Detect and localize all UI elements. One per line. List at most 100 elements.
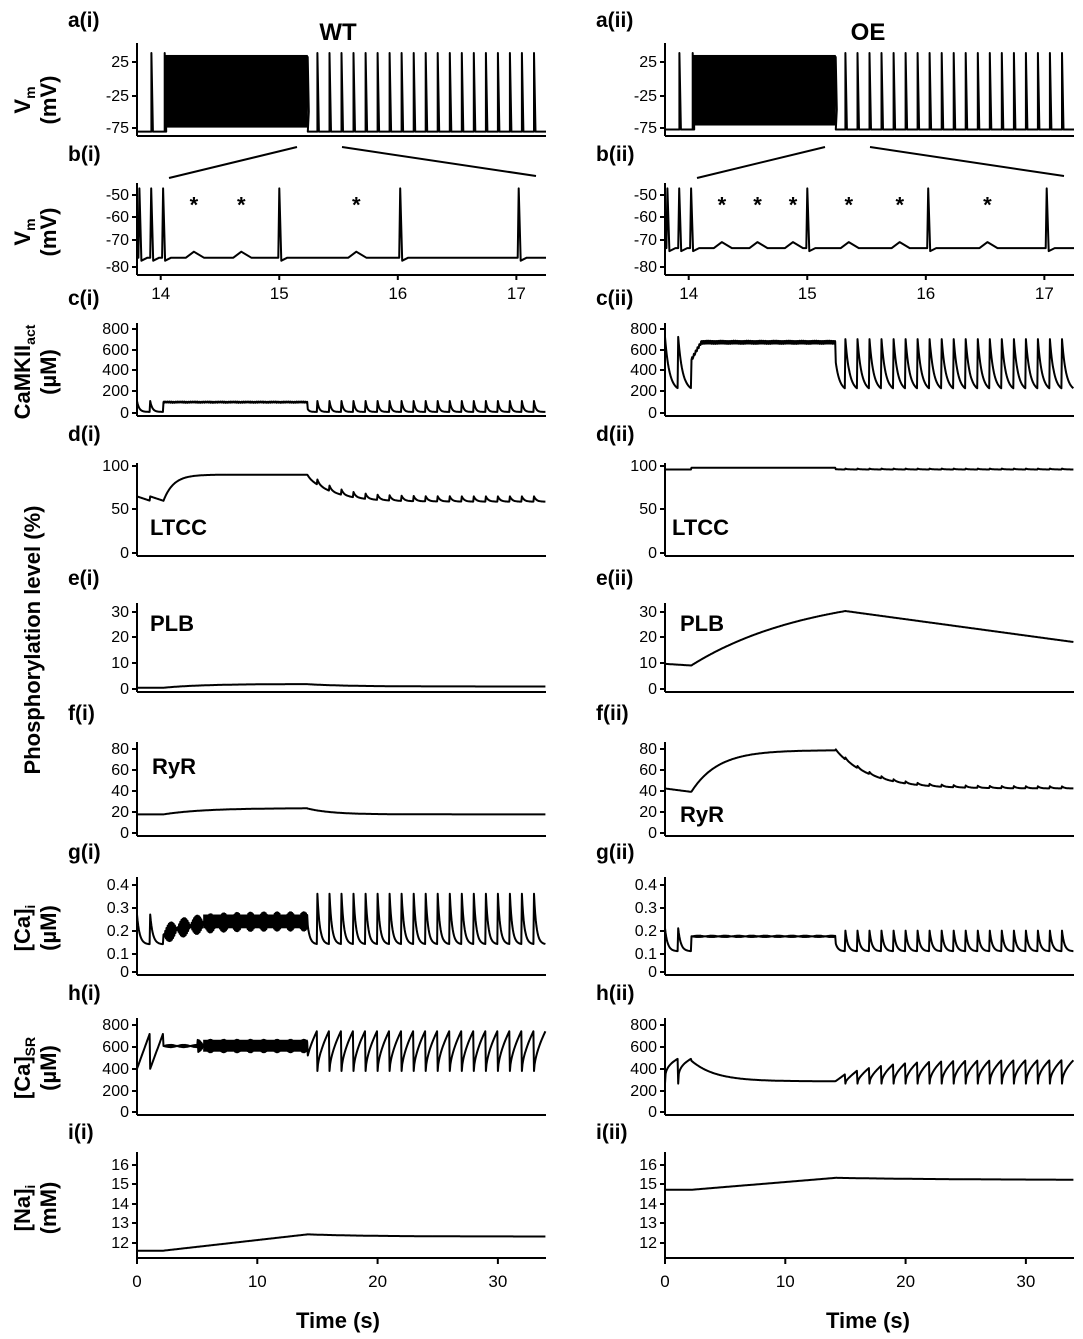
axes-i-i: 16 15 14 13 12 (111, 1152, 546, 1259)
burst-block-i (164, 54, 308, 128)
panel-label-a-ii: a(ii) (596, 9, 633, 32)
x-tick-label: 14 (151, 284, 170, 303)
y-tick-label: 600 (630, 1039, 657, 1056)
series-f-i (136, 807, 546, 816)
axes-f-i: 80 60 40 20 0 (111, 741, 546, 842)
x-tick-label: 20 (368, 1272, 387, 1291)
ylabel-camkii-unit: (µM) (36, 349, 61, 395)
y-tick-label: 0 (120, 681, 129, 698)
dad-marker-star: * (237, 192, 246, 217)
ylabel-nai: [Na]i (10, 1185, 38, 1232)
y-tick-label: 15 (639, 1176, 657, 1193)
panel-label-e-i: e(i) (68, 567, 100, 590)
y-tick-label: 0 (648, 545, 657, 562)
y-tick-label: 0.4 (107, 877, 129, 894)
y-tick-label: 0 (120, 545, 129, 562)
ylabel-casr-unit: (µM) (36, 1045, 61, 1091)
y-tick-label: 0.1 (635, 946, 657, 963)
x-tick-label: 17 (507, 284, 526, 303)
x-tick-label: 0 (132, 1272, 141, 1291)
series-h-ii (664, 1057, 1075, 1085)
y-tick-label: 60 (111, 762, 129, 779)
series-g-ii (664, 927, 1074, 953)
panel-label-i-i: i(i) (68, 1121, 94, 1144)
y-tick-label: -50 (106, 187, 129, 204)
y-tick-label: 25 (111, 54, 129, 71)
inset-ltcc-wt: LTCC (150, 515, 207, 540)
dad-marker-star: * (718, 192, 727, 217)
label-layer: WT OE a(i) a(ii) b(i) b(ii) c(i) c(ii) d… (10, 9, 910, 1333)
x-tick-label: 0 (660, 1272, 669, 1291)
xlabel-wt: Time (s) (296, 1308, 380, 1333)
y-tick-label: 80 (111, 741, 129, 758)
y-tick-label: 20 (639, 804, 657, 821)
y-tick-label: 13 (111, 1215, 129, 1232)
y-tick-label: 13 (639, 1215, 657, 1232)
y-tick-label: 30 (639, 604, 657, 621)
panel-label-g-ii: g(ii) (596, 841, 634, 864)
axes-h-i: 800 600 400 200 0 (102, 1017, 546, 1121)
panel-label-g-i: g(i) (68, 841, 101, 864)
dad-marker-star: * (753, 192, 762, 217)
series-d-i (136, 473, 546, 503)
panel-label-e-ii: e(ii) (596, 567, 633, 590)
y-tick-label: 14 (639, 1196, 657, 1213)
y-tick-label: 12 (111, 1235, 129, 1252)
dad-marker-star: * (789, 192, 798, 217)
y-tick-label: 60 (639, 762, 657, 779)
y-tick-label: 600 (102, 342, 129, 359)
y-tick-label: 400 (630, 362, 657, 379)
x-tick-label: 10 (776, 1272, 795, 1291)
x-tick-label: 20 (896, 1272, 915, 1291)
series-d-ii (664, 466, 1074, 471)
y-tick-label: 10 (111, 655, 129, 672)
x-tick-label: 16 (388, 284, 407, 303)
y-tick-label: 100 (630, 458, 657, 475)
y-tick-label: 600 (102, 1039, 129, 1056)
x-tick-label: 30 (1016, 1272, 1035, 1291)
y-tick-label: -80 (634, 259, 657, 276)
y-tick-label: -70 (634, 232, 657, 249)
ylabel-nai-unit: (mM) (36, 1182, 61, 1235)
axes-h-ii: 800 600 400 200 0 (630, 1017, 1074, 1121)
axes-c-ii: 800 600 400 200 0 (630, 321, 1074, 422)
y-tick-label: -75 (634, 120, 657, 137)
burst-band-c(ii) (701, 340, 836, 345)
y-tick-label: 400 (630, 1061, 657, 1078)
y-tick-label: 0.2 (107, 923, 129, 940)
axes-e-ii: 30 20 10 0 (639, 603, 1074, 698)
axes-a-ii: 25 -25 -75 (634, 43, 1074, 137)
y-tick-label: -25 (634, 88, 657, 105)
zoom-connector-right (869, 146, 1065, 177)
panel-label-d-ii: d(ii) (596, 423, 634, 446)
y-tick-label: 0 (120, 405, 129, 422)
y-tick-label: 40 (111, 783, 129, 800)
y-tick-label: 25 (639, 54, 657, 71)
y-tick-label: 0 (120, 1104, 129, 1121)
y-tick-label: -60 (106, 209, 129, 226)
dad-marker-star: * (895, 192, 904, 217)
y-tick-label: -80 (106, 259, 129, 276)
ylabel-vm-b: Vm (10, 218, 38, 245)
y-tick-label: 50 (639, 501, 657, 518)
y-tick-label: 20 (111, 804, 129, 821)
ylabel-vm-b-unit: (mV) (36, 208, 61, 257)
y-tick-label: 20 (111, 629, 129, 646)
y-tick-label: 0.4 (635, 877, 657, 894)
y-tick-label: 800 (102, 321, 129, 338)
y-tick-label: 16 (111, 1157, 129, 1174)
plot-layer: 25 -25 -75 25 -25 -75 -50 -60 -70 -80 * * * 14 15 16 17 -… (102, 43, 1075, 1291)
panel-label-h-i: h(i) (68, 982, 101, 1005)
y-tick-label: 10 (639, 655, 657, 672)
inset-ryr-wt: RyR (152, 754, 196, 779)
y-tick-label: 100 (102, 458, 129, 475)
dad-marker-star: * (352, 192, 361, 217)
series-e-ii (664, 610, 1074, 667)
y-tick-label: 800 (630, 1017, 657, 1034)
dad-marker-star: * (844, 192, 853, 217)
axes-a-i: 25 -25 -75 (106, 43, 546, 137)
y-tick-label: 0 (648, 681, 657, 698)
zoom-connector-left (168, 146, 298, 179)
y-tick-label: 16 (639, 1157, 657, 1174)
x-tick-label: 10 (248, 1272, 267, 1291)
